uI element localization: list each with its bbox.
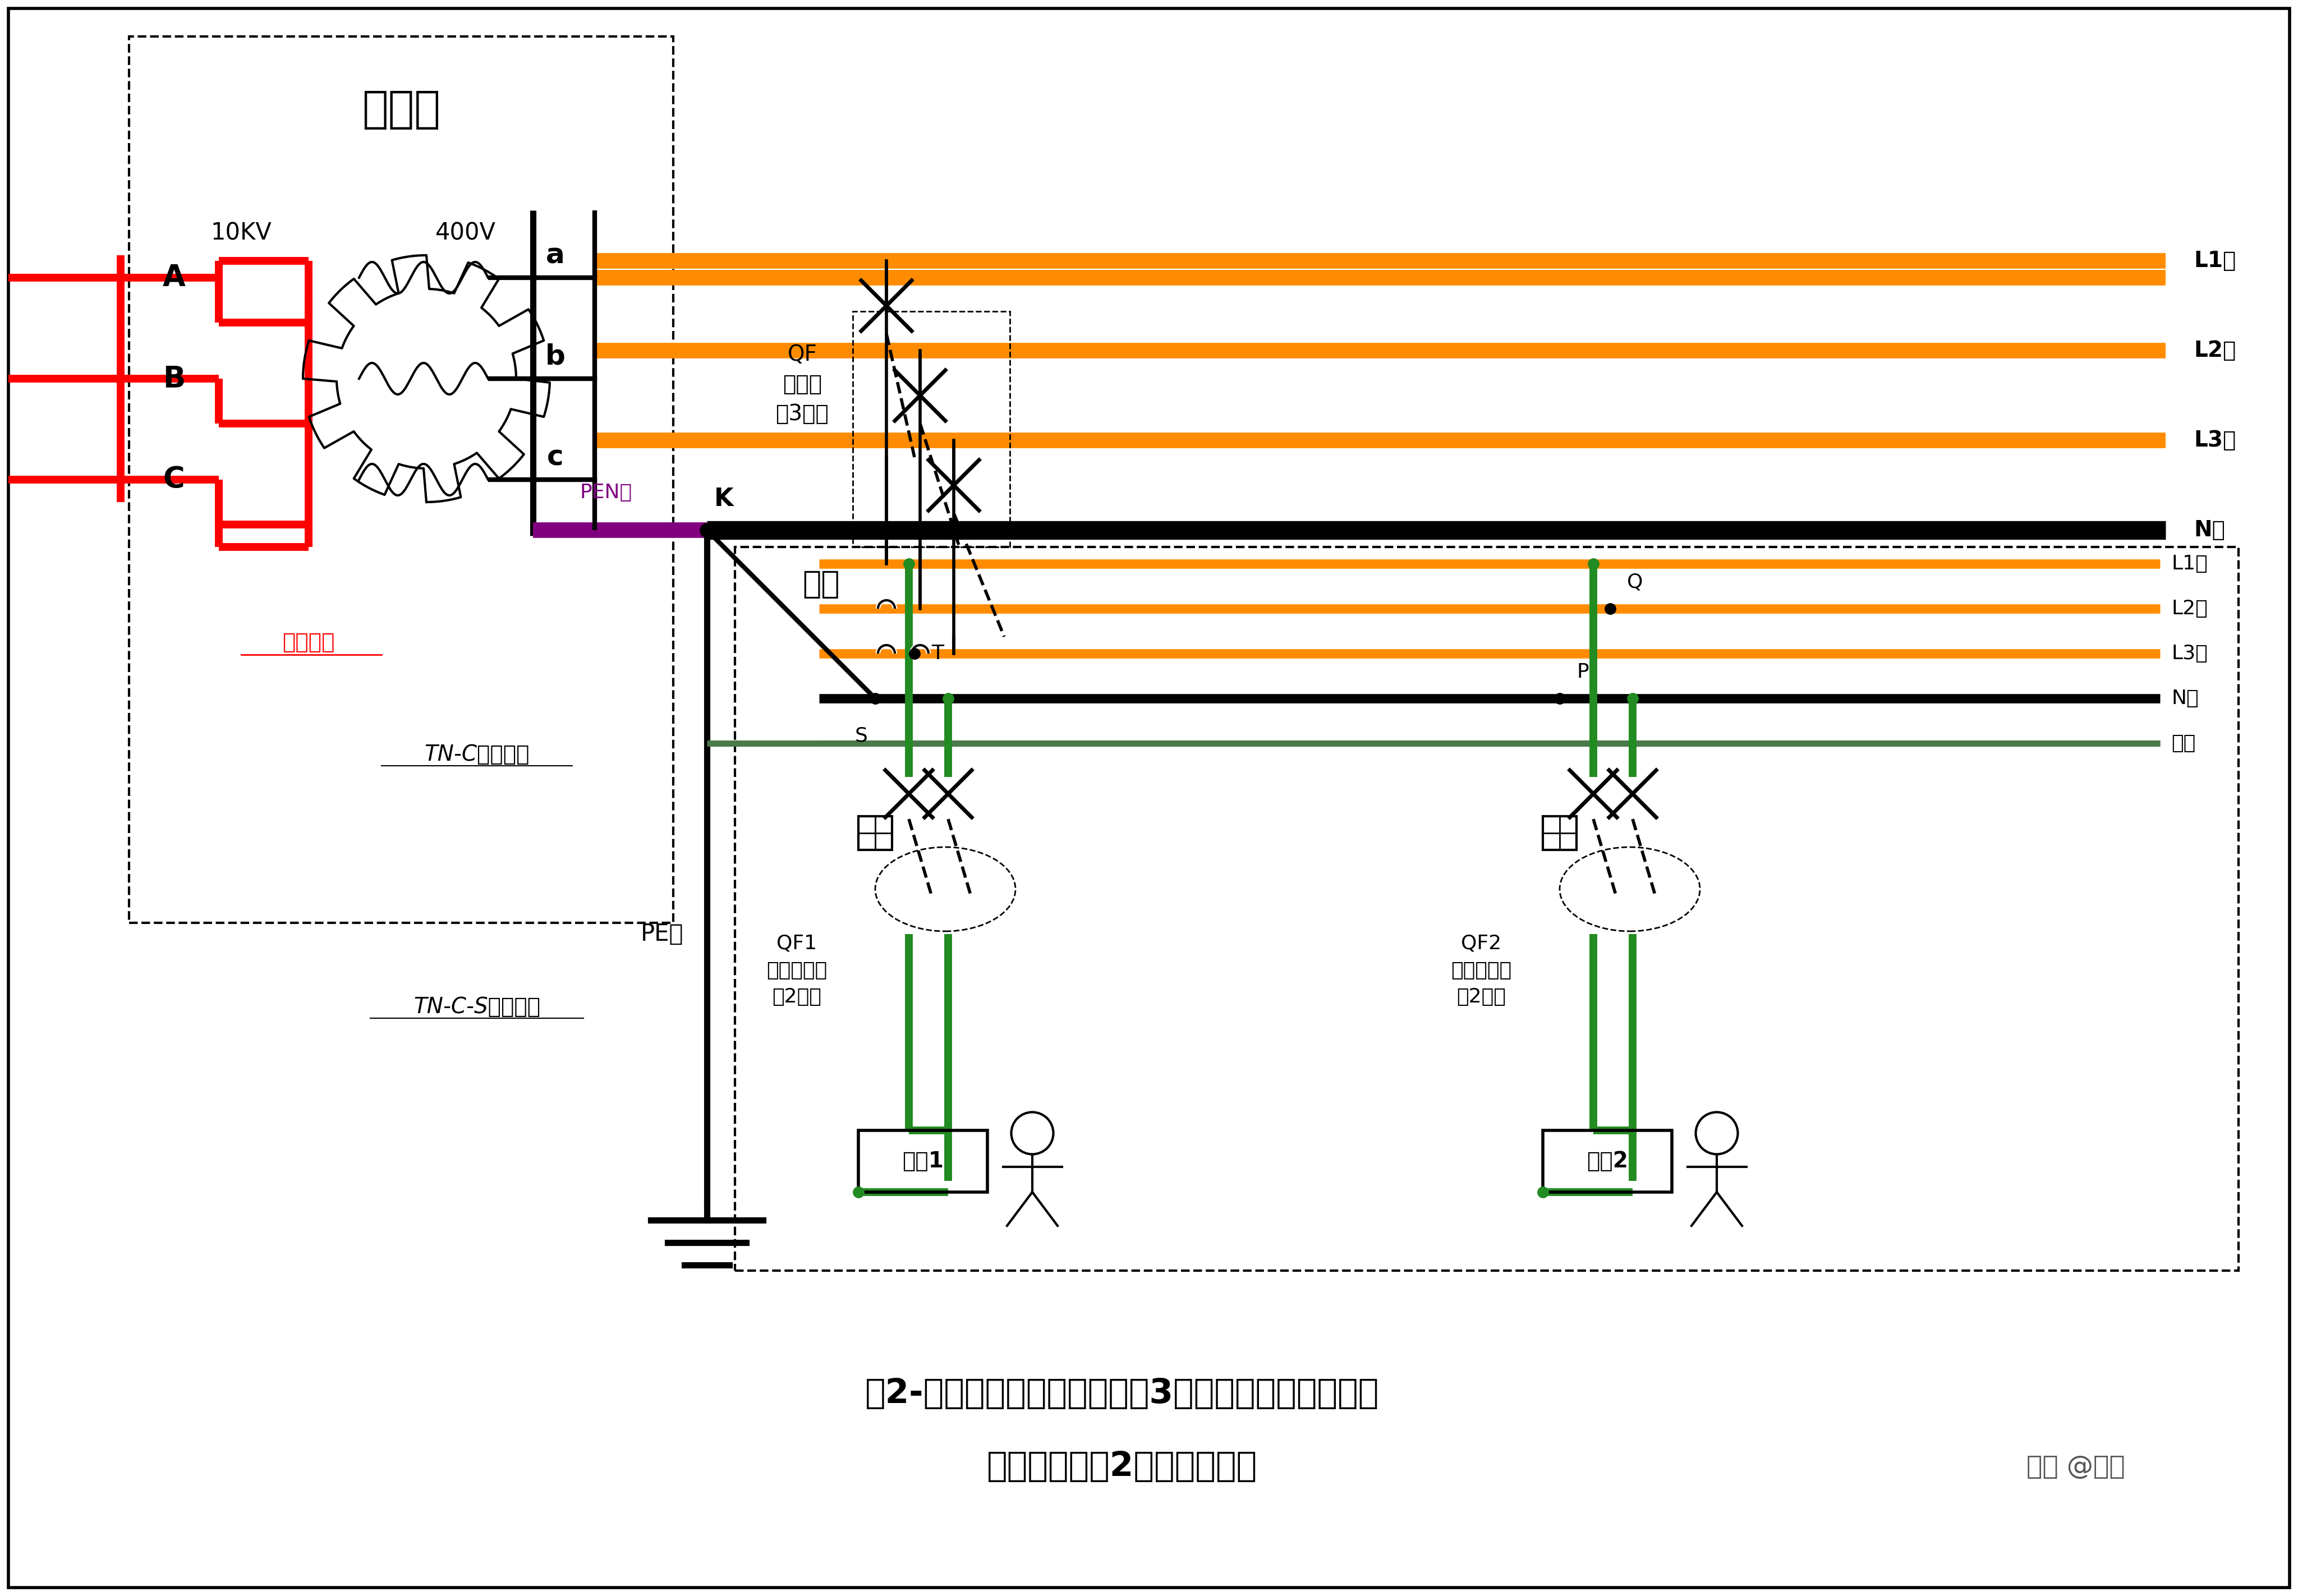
Text: 地线: 地线 bbox=[2172, 734, 2195, 753]
Text: L2线: L2线 bbox=[2172, 598, 2208, 618]
Text: 单相支路增加2极漏保断路器: 单相支路增加2极漏保断路器 bbox=[986, 1451, 1257, 1484]
Bar bbox=[853, 311, 1009, 547]
Text: C: C bbox=[163, 464, 184, 495]
Text: L1线: L1线 bbox=[2195, 251, 2236, 271]
Text: L1线: L1线 bbox=[2172, 554, 2208, 573]
Text: T: T bbox=[931, 645, 944, 662]
Bar bbox=[735, 547, 2238, 1270]
Bar bbox=[129, 37, 673, 922]
Text: 变电室: 变电室 bbox=[361, 88, 441, 131]
Text: L3线: L3线 bbox=[2172, 645, 2208, 662]
Text: N线: N线 bbox=[2195, 519, 2224, 541]
Text: S: S bbox=[855, 726, 869, 745]
Text: L3线: L3线 bbox=[2195, 429, 2236, 452]
Bar bbox=[859, 1130, 988, 1192]
Text: c: c bbox=[547, 444, 563, 471]
Text: a: a bbox=[547, 241, 565, 268]
Text: Q: Q bbox=[1627, 573, 1643, 592]
Text: b: b bbox=[545, 343, 565, 370]
Bar bbox=[859, 816, 892, 851]
Text: 系统接地: 系统接地 bbox=[283, 632, 336, 653]
Text: 设备1: 设备1 bbox=[903, 1151, 944, 1171]
Text: K: K bbox=[715, 487, 733, 511]
Text: PEN线: PEN线 bbox=[579, 484, 632, 503]
Text: 400V: 400V bbox=[434, 220, 496, 244]
Text: QF1
漏保断路器
（2极）: QF1 漏保断路器 （2极） bbox=[765, 934, 827, 1007]
Text: QF
断路器
（3极）: QF 断路器 （3极） bbox=[777, 343, 830, 425]
Text: 知乎 @老弟: 知乎 @老弟 bbox=[2027, 1454, 2126, 1479]
Text: QF2
漏保断路器
（2极）: QF2 漏保断路器 （2极） bbox=[1450, 934, 1512, 1007]
Text: N线: N线 bbox=[2172, 689, 2199, 709]
Text: A: A bbox=[163, 263, 186, 292]
Text: 图2-建议方案：总断路器采用3极断路器（无漏保），: 图2-建议方案：总断路器采用3极断路器（无漏保）， bbox=[864, 1377, 1379, 1411]
Text: L2线: L2线 bbox=[2195, 340, 2236, 361]
Text: 10KV: 10KV bbox=[211, 220, 271, 244]
Bar bbox=[1542, 816, 1576, 851]
Text: TN-C接地系统: TN-C接地系统 bbox=[425, 744, 529, 764]
Text: P: P bbox=[1576, 662, 1588, 681]
Text: TN-C-S接地系统: TN-C-S接地系统 bbox=[414, 996, 540, 1018]
Text: 设备2: 设备2 bbox=[1586, 1151, 1627, 1171]
Text: 户内: 户内 bbox=[802, 570, 839, 600]
Text: PE线: PE线 bbox=[641, 922, 683, 946]
Text: B: B bbox=[163, 364, 186, 393]
Bar bbox=[1542, 1130, 1673, 1192]
